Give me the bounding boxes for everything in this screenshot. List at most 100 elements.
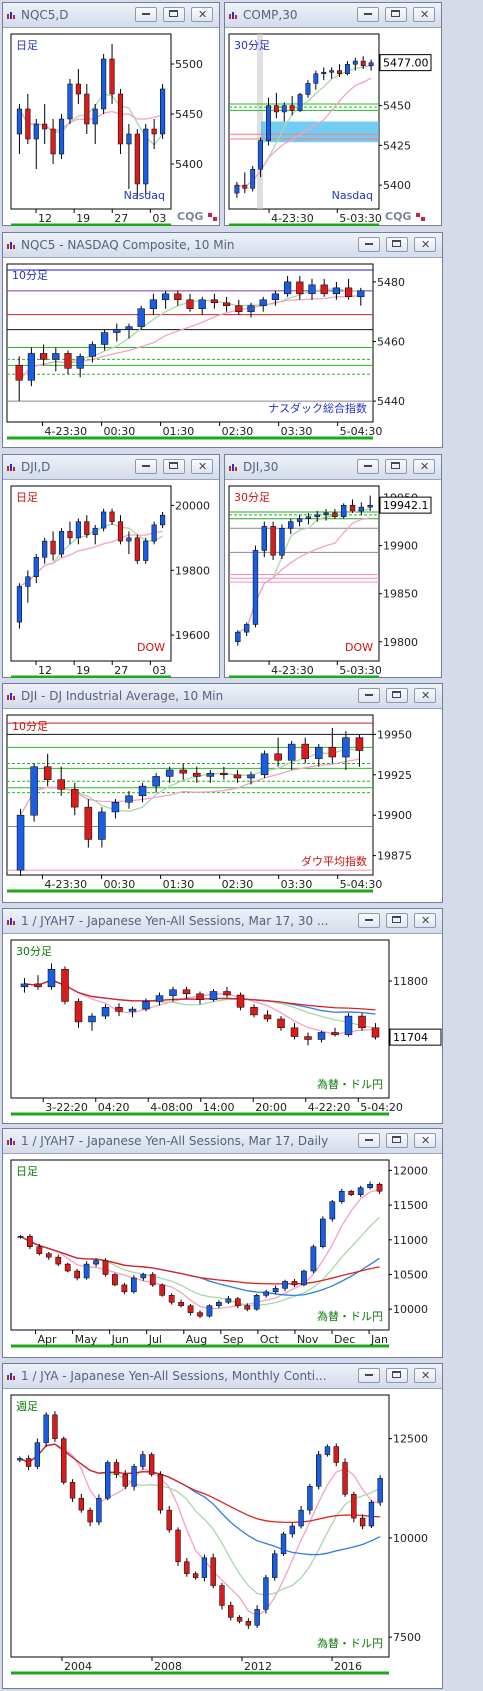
close-icon: ✕ bbox=[421, 1369, 431, 1382]
candle bbox=[25, 1455, 32, 1471]
candle bbox=[324, 1444, 331, 1457]
timeframe-label: 30分足 bbox=[16, 945, 52, 958]
close-button[interactable]: ✕ bbox=[413, 7, 435, 22]
x-tick-label: May bbox=[75, 1333, 98, 1346]
close-button[interactable]: ✕ bbox=[414, 237, 436, 252]
chart-canvas[interactable]: 5400 5450 5500 12 19 27 03 日足 Nasdaq CQG bbox=[3, 28, 219, 226]
minimize-button[interactable] bbox=[358, 913, 380, 928]
x-tick-label: 01:30 bbox=[163, 878, 195, 891]
close-button[interactable]: ✕ bbox=[191, 7, 213, 22]
y-tick-label: 20000 bbox=[175, 499, 210, 512]
candle bbox=[125, 323, 133, 339]
close-button[interactable]: ✕ bbox=[414, 1133, 436, 1148]
x-axis bbox=[11, 662, 171, 677]
maximize-button[interactable] bbox=[163, 7, 185, 22]
candle bbox=[263, 1289, 269, 1298]
x-tick-label: 20:00 bbox=[255, 1101, 287, 1114]
title-bar[interactable]: 1 / JYA - Japanese Yen-All Sessions, Mon… bbox=[3, 1364, 442, 1389]
candle bbox=[329, 1199, 336, 1222]
candle bbox=[33, 119, 39, 169]
x-axis bbox=[7, 423, 373, 439]
candle bbox=[272, 1550, 278, 1581]
minimize-button[interactable] bbox=[358, 1133, 380, 1148]
candle bbox=[115, 1003, 123, 1017]
y-tick-label: 11000 bbox=[393, 1234, 428, 1247]
candle bbox=[263, 1574, 269, 1614]
maximize-button[interactable] bbox=[386, 913, 408, 928]
maximize-button[interactable] bbox=[386, 1133, 408, 1148]
candle bbox=[186, 293, 194, 312]
chart-window-icon bbox=[7, 241, 15, 249]
candle bbox=[290, 1023, 299, 1040]
x-tick-label: 5-04:30 bbox=[340, 878, 383, 891]
maximize-button[interactable] bbox=[385, 7, 407, 22]
chart-canvas[interactable]: 11800 11704 3-22:20 04:20 4-08:00 14:00 20:00 4… bbox=[3, 934, 442, 1124]
chart-canvas[interactable]: 5440 5460 5480 4-23:30 00:30 01:30 02:30 03:30 5… bbox=[3, 258, 442, 448]
close-button[interactable]: ✕ bbox=[191, 459, 213, 474]
chart-window-jyah7-daily: 1 / JYAH7 - Japanese Yen-All Sessions, M… bbox=[2, 1128, 443, 1358]
candle bbox=[250, 166, 256, 192]
candle bbox=[67, 79, 73, 124]
candle bbox=[320, 278, 328, 297]
chart-canvas[interactable]: 10000 10500 11000 11500 12000 Apr May Jun Jul Aug… bbox=[3, 1154, 442, 1358]
index-label: DOW bbox=[137, 641, 165, 654]
close-button[interactable]: ✕ bbox=[413, 459, 435, 474]
maximize-button[interactable] bbox=[163, 459, 185, 474]
minimize-button[interactable] bbox=[135, 7, 157, 22]
title-bar[interactable]: DJI - DJ Industrial Average, 10 Min ✕ bbox=[3, 684, 442, 709]
minimize-icon bbox=[142, 465, 150, 467]
candle bbox=[331, 1027, 339, 1037]
candle bbox=[259, 296, 267, 312]
candle bbox=[329, 67, 335, 79]
candle bbox=[174, 290, 182, 306]
candle bbox=[50, 119, 56, 164]
x-axis bbox=[11, 1331, 389, 1347]
minimize-button[interactable] bbox=[135, 459, 157, 474]
chart-window-nqc5-daily: NQC5,D ✕ 5400 5450 5500 12 19 27 03 日足 Nasdaq CQG bbox=[2, 2, 220, 226]
candle bbox=[344, 278, 353, 300]
maximize-button[interactable] bbox=[385, 459, 407, 474]
minimize-button[interactable] bbox=[358, 237, 380, 252]
close-button[interactable]: ✕ bbox=[414, 688, 436, 703]
close-icon: ✕ bbox=[421, 689, 431, 702]
candle bbox=[234, 181, 240, 198]
candle bbox=[43, 1412, 49, 1447]
candle bbox=[131, 1275, 137, 1294]
index-label: 為替・ドル円 bbox=[317, 1077, 383, 1091]
minimize-button[interactable] bbox=[357, 7, 379, 22]
title-bar[interactable]: DJI,30 ✕ bbox=[225, 455, 441, 480]
candle bbox=[117, 89, 124, 154]
chart-canvas[interactable]: 54005425545054755477.004-23:305-03:3030分… bbox=[225, 28, 441, 226]
maximize-button[interactable] bbox=[386, 237, 408, 252]
window-title: DJI - DJ Industrial Average, 10 Min bbox=[21, 689, 224, 703]
maximize-button[interactable] bbox=[386, 1368, 408, 1383]
maximize-button[interactable] bbox=[386, 688, 408, 703]
candle bbox=[252, 545, 259, 628]
title-bar[interactable]: DJI,D ✕ bbox=[3, 455, 219, 480]
x-tick-label: 00:30 bbox=[104, 425, 136, 438]
chart-canvas[interactable]: 19600 19800 20000 12 19 27 03 日足 DOW bbox=[3, 480, 219, 678]
x-tick-label: 01:30 bbox=[163, 425, 195, 438]
title-bar[interactable]: NQC5 - NASDAQ Composite, 10 Min ✕ bbox=[3, 233, 442, 258]
x-tick-label: 4-08:00 bbox=[150, 1101, 193, 1114]
title-bar[interactable]: 1 / JYAH7 - Japanese Yen-All Sessions, M… bbox=[3, 1129, 442, 1154]
minimize-button[interactable] bbox=[358, 688, 380, 703]
close-button[interactable]: ✕ bbox=[414, 913, 436, 928]
candle bbox=[254, 1605, 260, 1628]
minimize-button[interactable] bbox=[357, 459, 379, 474]
window-title: NQC5 - NASDAQ Composite, 10 Min bbox=[21, 238, 235, 252]
chart-canvas[interactable]: 1980019850199001995019942.14-23:305-03:3… bbox=[225, 480, 441, 678]
candle bbox=[67, 521, 73, 545]
x-tick-label: 2012 bbox=[244, 1660, 272, 1673]
x-tick-label: 4-22:20 bbox=[308, 1101, 351, 1114]
minimize-button[interactable] bbox=[358, 1368, 380, 1383]
chart-canvas[interactable]: 19875 19900 19925 19950 4-23:30 00:30 01:30 02:… bbox=[3, 709, 442, 903]
candle bbox=[337, 64, 342, 77]
title-bar[interactable]: COMP,30 ✕ bbox=[225, 3, 441, 28]
title-bar[interactable]: NQC5,D ✕ bbox=[3, 3, 219, 28]
chart-window-icon bbox=[7, 463, 15, 471]
candle bbox=[52, 1411, 58, 1442]
title-bar[interactable]: 1 / JYAH7 - Japanese Yen-All Sessions, M… bbox=[3, 909, 442, 934]
close-button[interactable]: ✕ bbox=[414, 1368, 436, 1383]
